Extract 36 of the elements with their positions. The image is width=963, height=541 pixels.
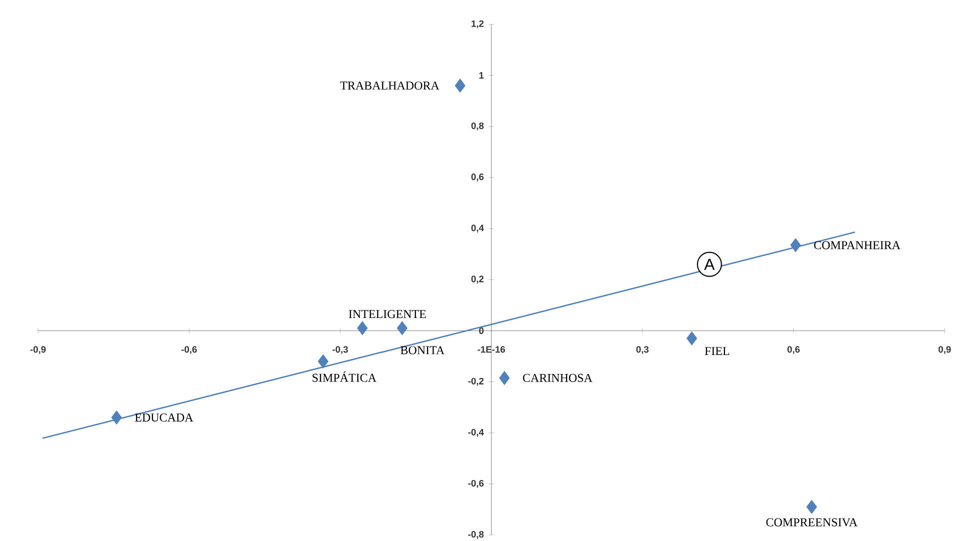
- y-tick-label: -0,6: [468, 480, 484, 488]
- x-tick-label: -0,6: [181, 346, 197, 354]
- y-tick-label: 0,4: [471, 224, 484, 233]
- annotation: EDUCADA: [134, 414, 194, 422]
- point: [806, 500, 817, 514]
- x-tick-label: 0,9: [938, 346, 951, 354]
- x-tick-label: -0,9: [30, 346, 46, 354]
- annotation: COMPANHEIRA: [814, 241, 900, 250]
- point: [686, 331, 698, 346]
- point: [499, 371, 510, 385]
- y-tick-label: 1,2: [472, 20, 484, 28]
- annotation: INTELIGENTE: [348, 310, 426, 318]
- point: [396, 321, 408, 336]
- point: [357, 321, 368, 336]
- x-tick-label: -0,3: [332, 346, 348, 354]
- y-tick-label: -0,4: [468, 428, 484, 437]
- point: [790, 238, 801, 252]
- y-tick-label: 0,2: [471, 276, 484, 284]
- y-tick-label: -0,8: [468, 531, 484, 539]
- annotation: COMPREENSIVA: [766, 518, 858, 526]
- x-tick-label: 0,6: [787, 346, 800, 354]
- annotation: TRABALHADORA: [340, 82, 440, 90]
- x-tick-label: -1E-16: [478, 346, 506, 353]
- annotation: FIEL: [704, 347, 730, 355]
- point: [454, 78, 466, 93]
- point: [318, 354, 328, 368]
- y-tick-label: 0,6: [471, 174, 484, 182]
- point: [111, 410, 122, 424]
- x-tick-label: 0,3: [636, 346, 649, 354]
- annotation: BONITA: [400, 346, 444, 354]
- y-tick-label: 1: [479, 72, 484, 79]
- annotation: A: [704, 258, 715, 270]
- y-tick-label: -0,2: [468, 378, 484, 386]
- annotation: CARINHOSA: [522, 374, 592, 382]
- y-tick-label: 0,8: [471, 122, 484, 130]
- annotation: SIMPÁTICA: [312, 371, 376, 382]
